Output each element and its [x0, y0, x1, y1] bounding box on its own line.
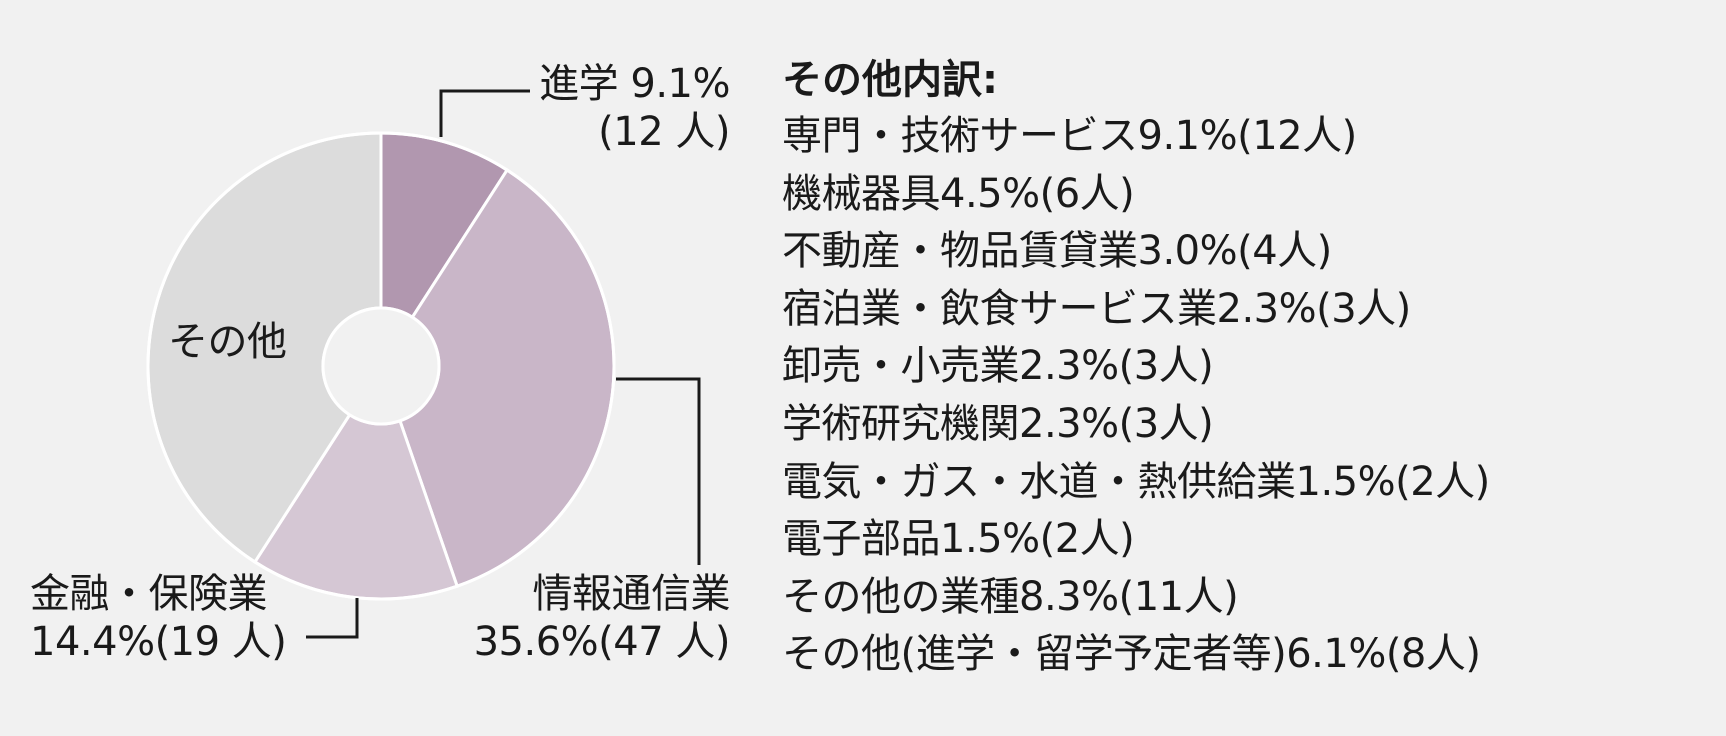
other-breakdown-item: 不動産・物品賃貸業3.0%(4人): [782, 228, 1332, 275]
leader-line-kinyu: [306, 598, 359, 639]
other-breakdown-item: その他(進学・留学予定者等)6.1%(8人): [782, 631, 1481, 678]
other-breakdown-item: 宿泊業・飲食サービス業2.3%(3人): [782, 285, 1411, 332]
label-kinyu-line1: 金融・保険業: [30, 571, 268, 617]
other-breakdown-list: 専門・技術サービス9.1%(12人) 機械器具4.5%(6人) 不動産・物品賃貸業3…: [782, 108, 1490, 684]
other-breakdown-item: 専門・技術サービス9.1%(12人): [782, 113, 1357, 159]
label-shingaku-line1: 進学 9.1%: [539, 61, 730, 107]
label-joho-line2: 35.6%(47 人): [473, 619, 731, 665]
donut-outer-ring: [146, 131, 616, 601]
leader-line-shingaku: [439, 89, 530, 137]
other-breakdown-item: その他の業種8.3%(11人): [782, 573, 1239, 620]
label-shingaku: 進学 9.1% (12 人): [539, 60, 730, 156]
label-joho-line1: 情報通信業: [532, 571, 731, 617]
other-breakdown-item: 卸売・小売業2.3%(3人): [782, 343, 1214, 390]
leader-line-joho: [616, 377, 701, 565]
other-breakdown-item: 電気・ガス・水道・熱供給業1.5%(2人): [782, 458, 1490, 505]
other-breakdown-panel: その他内訳: 専門・技術サービス9.1%(12人) 機械器具4.5%(6人) 不動産…: [782, 52, 1490, 684]
donut-hole: [321, 306, 441, 426]
other-breakdown-item: 機械器具4.5%(6人): [782, 170, 1135, 217]
label-kinyu-line2: 14.4%(19 人): [30, 619, 287, 665]
label-shingaku-line2: (12 人): [598, 109, 730, 155]
slices-group: [146, 131, 616, 601]
other-breakdown-item: 学術研究機関2.3%(3人): [782, 400, 1214, 447]
label-sonota-text: その他: [168, 319, 287, 365]
label-sonota: その他: [168, 318, 287, 366]
label-joho: 情報通信業 35.6%(47 人): [473, 570, 731, 666]
label-kinyu: 金融・保険業 14.4%(19 人): [30, 570, 287, 666]
other-breakdown-item: 電子部品1.5%(2人): [782, 516, 1135, 563]
other-breakdown-title: その他内訳:: [782, 57, 998, 103]
